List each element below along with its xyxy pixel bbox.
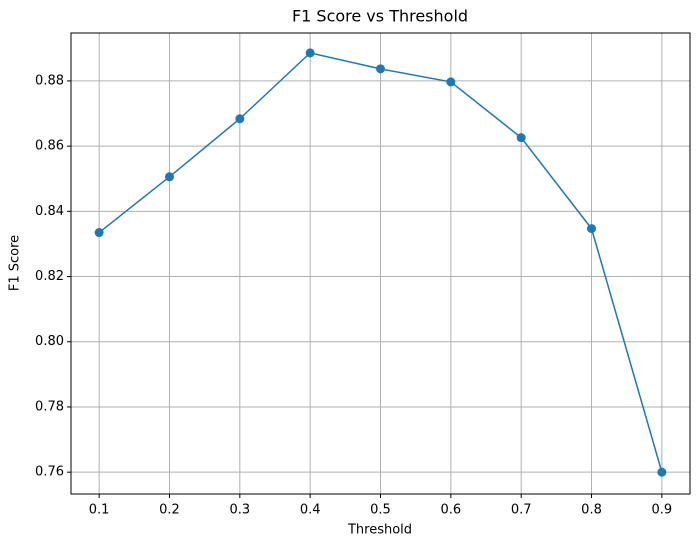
y-tick-label: 0.86 bbox=[35, 139, 64, 154]
point bbox=[516, 133, 526, 143]
point bbox=[94, 228, 104, 238]
y-tick-label: 0.76 bbox=[35, 465, 64, 480]
point bbox=[235, 114, 245, 124]
point bbox=[446, 77, 456, 87]
y-tick-label: 0.88 bbox=[35, 73, 64, 88]
y-axis-label: F1 Score bbox=[8, 235, 23, 291]
y-tick-label: 0.84 bbox=[35, 204, 64, 219]
x-tick-label: 0.2 bbox=[159, 503, 180, 518]
point bbox=[657, 467, 667, 477]
x-tick-label: 0.9 bbox=[652, 503, 673, 518]
y-tick-label: 0.80 bbox=[35, 334, 64, 349]
x-tick-label: 0.6 bbox=[440, 503, 461, 518]
x-tick-label: 0.5 bbox=[370, 503, 391, 518]
x-tick-label: 0.8 bbox=[581, 503, 602, 518]
plot-frame bbox=[70, 32, 691, 495]
point bbox=[376, 64, 385, 74]
chart-title: F1 Score vs Threshold bbox=[292, 7, 468, 26]
point bbox=[164, 172, 174, 182]
x-axis-label: Threshold bbox=[347, 523, 412, 538]
point bbox=[305, 48, 315, 58]
x-tick-label: 0.4 bbox=[300, 503, 321, 518]
y-tick-label: 0.78 bbox=[35, 399, 64, 414]
y-tick-label: 0.82 bbox=[35, 269, 64, 284]
x-tick-label: 0.1 bbox=[89, 503, 110, 518]
x-tick-label: 0.7 bbox=[511, 503, 532, 518]
x-tick-label: 0.3 bbox=[229, 503, 250, 518]
point bbox=[587, 224, 597, 234]
